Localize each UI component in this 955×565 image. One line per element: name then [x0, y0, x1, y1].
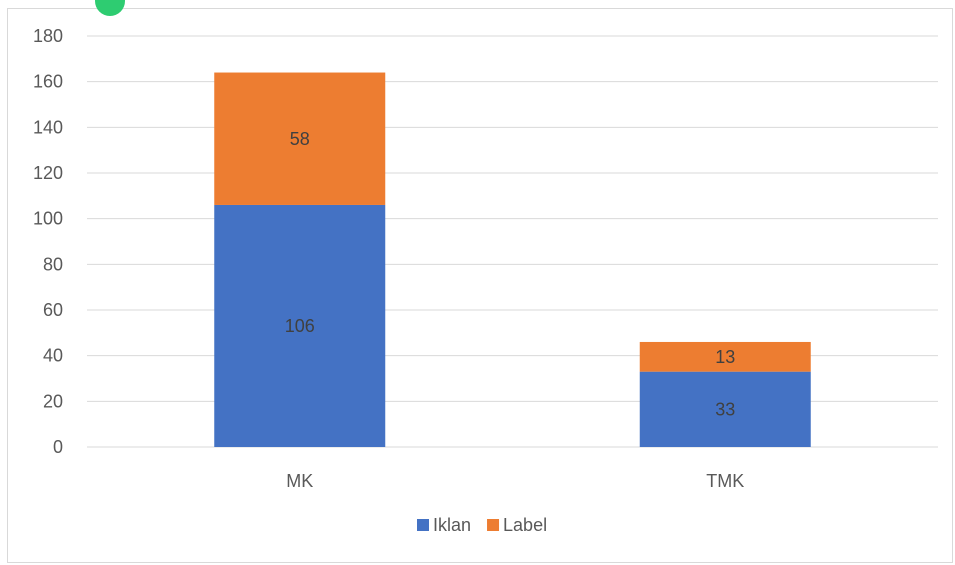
data-label: 13 — [715, 347, 735, 367]
y-tick-label: 0 — [53, 437, 63, 457]
legend-swatch-label — [487, 519, 500, 531]
bar-segment-label — [214, 72, 386, 205]
decorative-green-circle — [95, 0, 125, 16]
bar-segment-iklan — [214, 204, 386, 447]
y-tick-label: 40 — [43, 346, 63, 366]
y-tick-label: 80 — [43, 254, 63, 274]
y-tick-label: 140 — [33, 117, 63, 137]
y-tick-label: 120 — [33, 163, 63, 183]
y-tick-label: 20 — [43, 391, 63, 411]
x-category-label: TMK — [706, 471, 744, 491]
x-axis: MK TMK — [286, 471, 744, 491]
y-tick-label: 100 — [33, 209, 63, 229]
x-category-label: MK — [286, 471, 313, 491]
bars: 106 58 33 13 — [214, 72, 811, 447]
bar-segment-iklan — [639, 371, 811, 447]
y-tick-label: 60 — [43, 300, 63, 320]
y-tick-label: 180 — [33, 26, 63, 46]
data-label: 106 — [285, 316, 315, 336]
y-axis: 0 20 40 60 80 100 120 140 160 180 — [33, 26, 63, 457]
legend-label: Iklan — [433, 515, 471, 535]
legend: Iklan Label — [417, 515, 547, 535]
y-tick-label: 160 — [33, 72, 63, 92]
bar-segment-label — [639, 341, 811, 372]
legend-swatch-iklan — [417, 519, 429, 531]
data-label: 33 — [715, 399, 735, 419]
data-label: 58 — [290, 129, 310, 149]
legend-label: Label — [503, 515, 547, 535]
chart-frame — [7, 8, 953, 563]
